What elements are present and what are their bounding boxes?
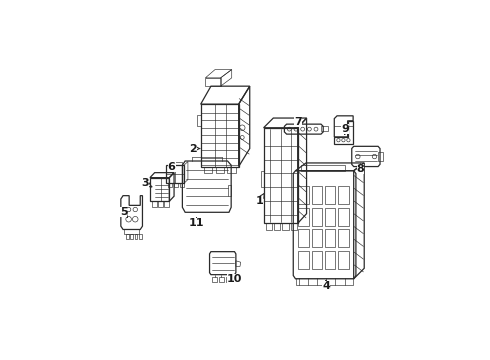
Bar <box>216 167 224 174</box>
Bar <box>204 167 212 174</box>
Bar <box>312 229 322 247</box>
Bar <box>219 277 223 282</box>
Bar <box>338 186 349 204</box>
Bar <box>158 201 163 207</box>
Text: 8: 8 <box>357 164 365 174</box>
Bar <box>301 165 345 171</box>
Bar <box>174 183 178 187</box>
Bar <box>298 229 309 247</box>
Bar <box>298 251 309 269</box>
Bar <box>168 183 172 187</box>
Text: 6: 6 <box>168 162 175 172</box>
Bar <box>325 186 335 204</box>
Bar <box>266 222 272 230</box>
Text: 11: 11 <box>189 218 204 228</box>
Bar <box>212 277 217 282</box>
Bar <box>296 278 353 285</box>
Bar <box>274 222 280 230</box>
Bar <box>325 208 335 226</box>
Bar <box>298 208 309 226</box>
Bar <box>152 201 157 207</box>
Bar <box>298 186 309 204</box>
Text: 7: 7 <box>294 117 301 127</box>
Text: 2: 2 <box>189 144 200 153</box>
Text: 10: 10 <box>227 274 242 284</box>
Bar <box>180 183 184 187</box>
Bar <box>312 251 322 269</box>
Bar <box>312 186 322 204</box>
Bar <box>135 234 138 239</box>
Bar <box>338 229 349 247</box>
Bar <box>325 251 335 269</box>
Bar <box>325 229 335 247</box>
Bar <box>126 234 128 239</box>
Bar <box>291 222 297 230</box>
Bar <box>338 251 349 269</box>
Bar <box>139 234 142 239</box>
Bar <box>282 222 289 230</box>
Bar <box>338 208 349 226</box>
Bar <box>130 234 133 239</box>
Text: 4: 4 <box>322 281 330 291</box>
Text: 1: 1 <box>256 193 264 206</box>
Text: 3: 3 <box>142 178 152 188</box>
Bar <box>227 167 236 174</box>
Bar <box>226 277 231 282</box>
Bar <box>312 208 322 226</box>
Text: 5: 5 <box>120 207 127 217</box>
Text: 9: 9 <box>341 124 349 134</box>
Bar <box>164 201 169 207</box>
